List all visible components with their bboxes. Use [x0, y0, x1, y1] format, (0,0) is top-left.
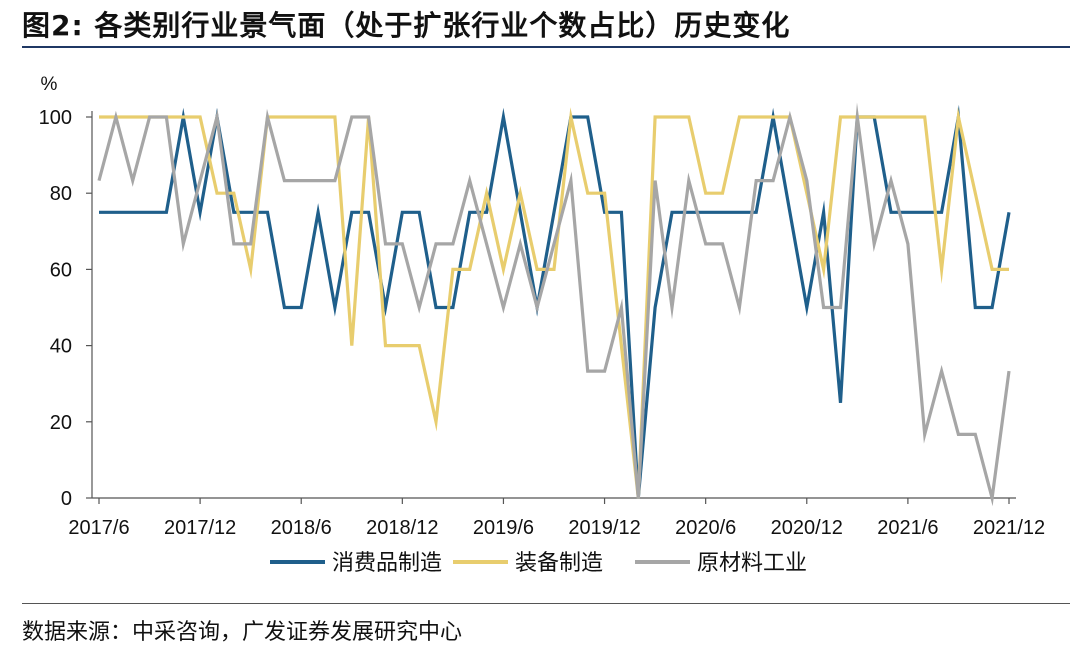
series-line-1: [99, 104, 1011, 499]
x-tick-label: 2017/6: [68, 517, 129, 539]
source-note: 数据来源：中采咨询，广发证券发展研究中心: [22, 620, 463, 645]
x-tick-label: 2018/6: [271, 517, 332, 539]
series-lines: [97, 102, 1011, 507]
series-line-2: [99, 107, 1009, 499]
x-tick-label: 2020/6: [675, 517, 736, 539]
line-chart: % 0 20 40 60 80 100 2017/6 2017/12 2018/6 2018/12 2…: [39, 74, 1046, 576]
legend: 消费品制造 装备制造 原材料工业: [270, 551, 807, 576]
legend-label-3: 原材料工业: [697, 551, 807, 576]
y-tick-label: 60: [50, 259, 72, 281]
footer-rule: [22, 603, 1070, 604]
x-tick-label: 2019/6: [473, 517, 534, 539]
x-tick-label: 2021/12: [973, 517, 1045, 539]
y-tick-label: 100: [39, 107, 72, 129]
y-tick-label: 40: [50, 336, 72, 358]
y-tick-label: 0: [61, 488, 72, 510]
legend-label-1: 消费品制造: [332, 551, 442, 576]
axes: % 0 20 40 60 80 100 2017/6 2017/12 2018/6 2018/12 2…: [39, 74, 1046, 539]
x-tick-label: 2020/12: [771, 517, 843, 539]
x-tick-label: 2017/12: [164, 517, 236, 539]
y-tick-label: 20: [50, 412, 72, 434]
y-tick-label: 80: [50, 183, 72, 205]
legend-label-2: 装备制造: [515, 551, 603, 576]
x-tick-label: 2018/12: [366, 517, 438, 539]
y-axis-label: %: [41, 74, 58, 95]
series-line-3: [97, 102, 1011, 507]
figure-title: 图2: 各类别行业景气面（处于扩张行业个数占比）历史变化: [22, 9, 791, 42]
x-tick-label: 2019/12: [568, 517, 640, 539]
x-tick-label: 2021/6: [877, 517, 938, 539]
title-underline: [22, 46, 1070, 48]
